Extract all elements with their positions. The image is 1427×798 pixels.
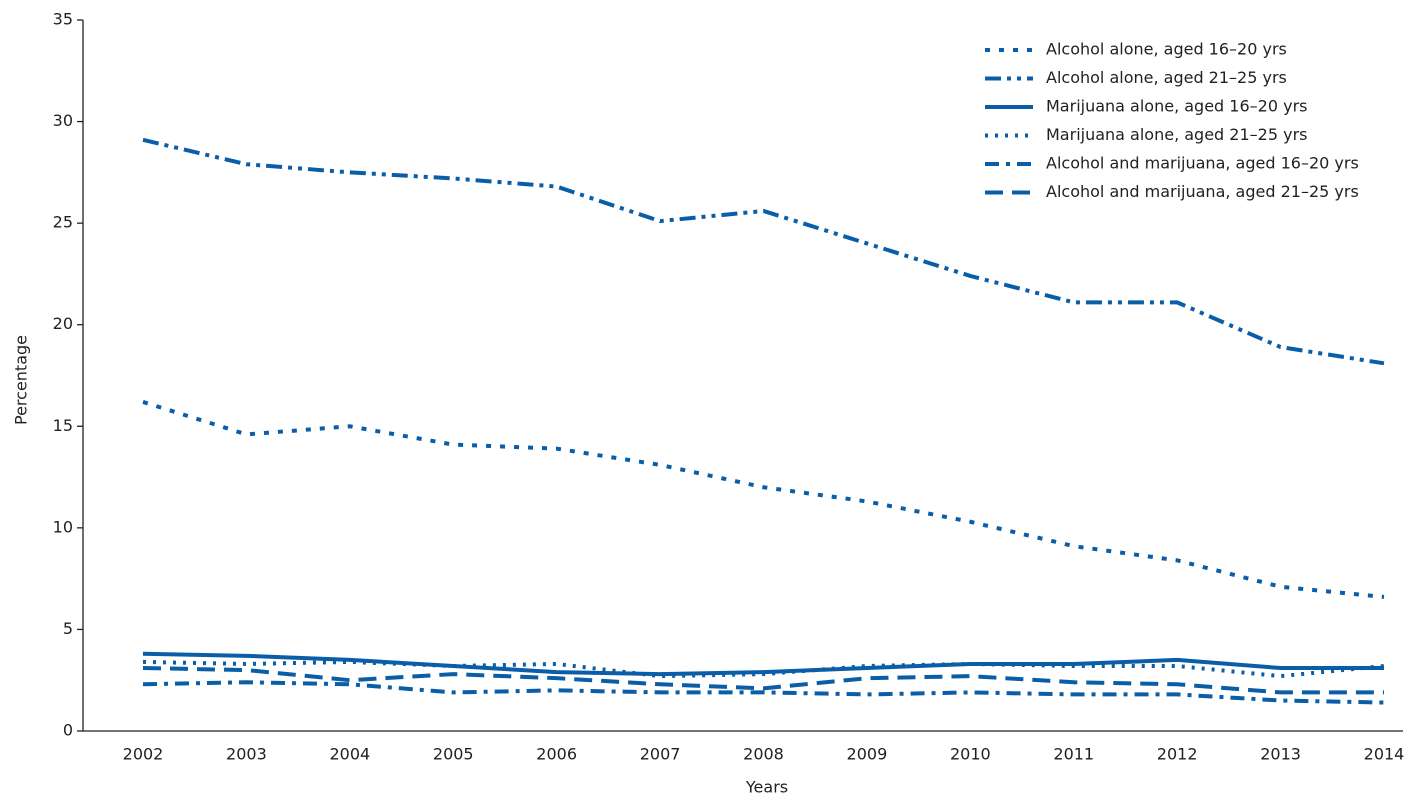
x-tick-label: 2009 <box>847 745 888 764</box>
legend-label: Marijuana alone, aged 16–20 yrs <box>1046 97 1307 116</box>
y-tick-label: 0 <box>63 721 73 740</box>
x-tick-label: 2005 <box>433 745 474 764</box>
series-line <box>142 680 1385 705</box>
series-line <box>142 659 1385 679</box>
series-line <box>142 666 1384 695</box>
y-tick-label: 20 <box>53 314 73 333</box>
y-tick-label: 30 <box>53 111 73 130</box>
x-tick-label: 2013 <box>1260 745 1301 764</box>
y-tick-label: 10 <box>53 517 73 536</box>
legend-label: Alcohol alone, aged 16–20 yrs <box>1046 40 1287 59</box>
x-tick-label: 2002 <box>123 745 164 764</box>
x-tick-label: 2006 <box>536 745 577 764</box>
y-tick-label: 5 <box>63 619 73 638</box>
x-tick-label: 2004 <box>329 745 370 764</box>
x-tick-label: 2003 <box>226 745 267 764</box>
x-tick-label: 2007 <box>640 745 681 764</box>
x-axis-label: Years <box>745 778 788 797</box>
legend-label: Marijuana alone, aged 21–25 yrs <box>1046 125 1307 144</box>
x-tick-label: 2008 <box>743 745 784 764</box>
x-tick-label: 2014 <box>1364 745 1405 764</box>
legend-label: Alcohol and marijuana, aged 21–25 yrs <box>1046 182 1359 201</box>
y-tick-label: 15 <box>53 416 73 435</box>
legend-label: Alcohol and marijuana, aged 16–20 yrs <box>1046 154 1359 173</box>
y-axis-label: Percentage <box>12 335 31 425</box>
y-tick-label: 35 <box>53 10 73 29</box>
x-tick-label: 2012 <box>1157 745 1198 764</box>
y-tick-label: 25 <box>53 213 73 232</box>
series-line <box>142 651 1384 677</box>
series-line <box>142 137 1385 366</box>
series-line <box>142 400 1385 599</box>
x-tick-label: 2010 <box>950 745 991 764</box>
legend-label: Alcohol alone, aged 21–25 yrs <box>1046 68 1287 87</box>
x-tick-label: 2011 <box>1053 745 1094 764</box>
